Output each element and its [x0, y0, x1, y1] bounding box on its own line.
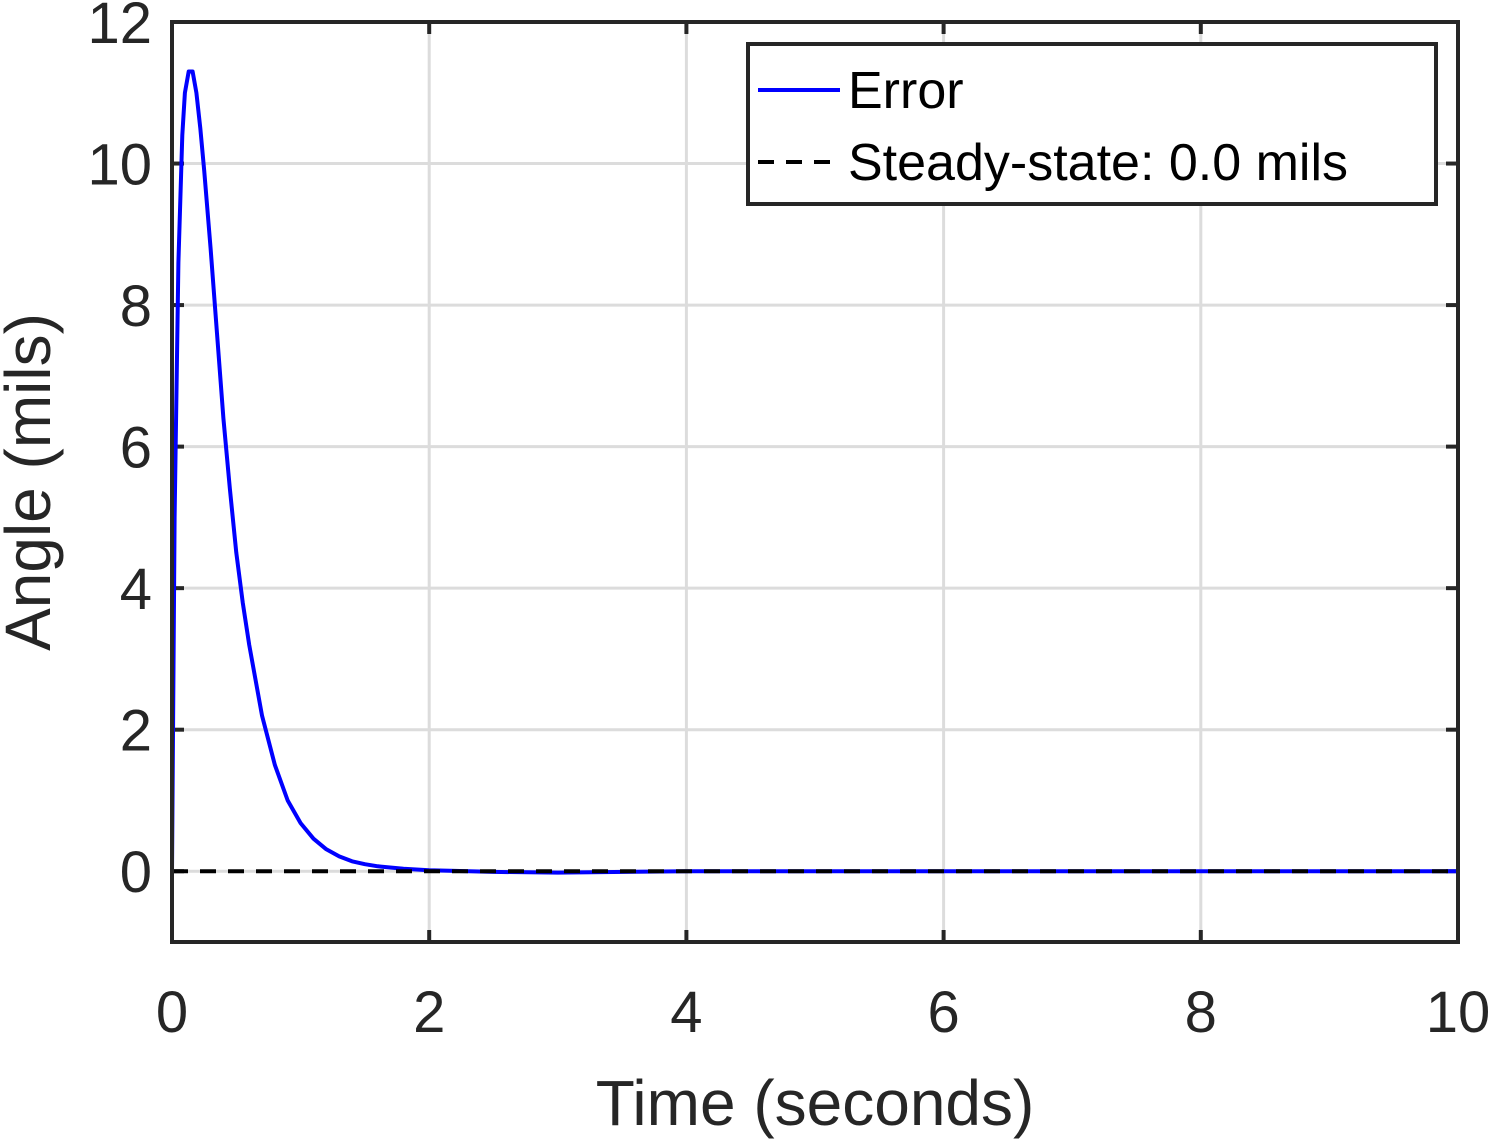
legend-box	[746, 42, 1438, 206]
legend-label: Error	[848, 62, 964, 120]
x-tick-label: 4	[670, 980, 702, 1045]
y-tick-label: 0	[120, 840, 152, 905]
x-tick-label: 10	[1426, 980, 1491, 1045]
x-tick-label: 8	[1185, 980, 1217, 1045]
tick-labels: 0 2 4 6 8 10 0 2 4 6 8 10 12	[87, 0, 1490, 1045]
y-tick-label: 6	[120, 416, 152, 481]
x-tick-label: 6	[927, 980, 959, 1045]
plot-frame	[170, 20, 1460, 944]
y-tick-label: 10	[87, 133, 152, 198]
error-line	[170, 69, 1458, 875]
series-layer	[170, 69, 1458, 875]
x-tick-label: 0	[156, 980, 188, 1045]
y-tick-label: 4	[120, 557, 152, 622]
y-axis-label: Angle (mils)	[0, 313, 64, 651]
x-tick-label: 2	[413, 980, 445, 1045]
legend-label: Steady-state: 0.0 mils	[848, 134, 1348, 192]
y-tick-label: 2	[120, 699, 152, 764]
x-axis-label: Time (seconds)	[596, 1067, 1035, 1139]
y-tick-label: 8	[120, 274, 152, 339]
y-tick-label: 12	[87, 0, 152, 56]
legend: Error Steady-state: 0.0 mils	[746, 42, 1438, 206]
